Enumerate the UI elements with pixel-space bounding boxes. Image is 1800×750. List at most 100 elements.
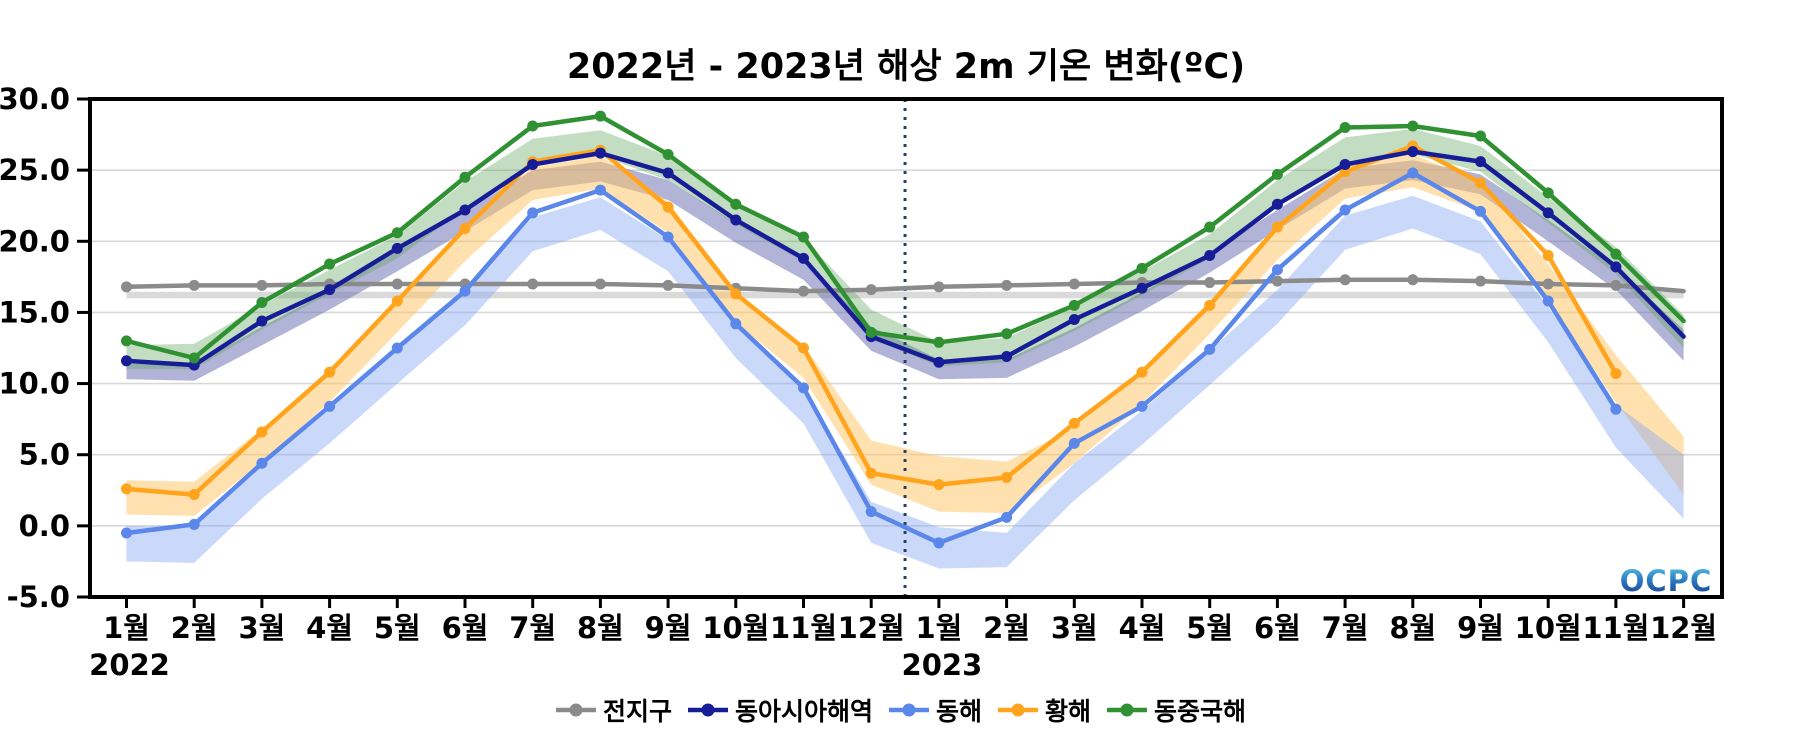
series-marker-east-china-sea	[730, 198, 742, 210]
series-marker-global	[1204, 277, 1216, 289]
year-label: 2023	[902, 648, 983, 682]
series-marker-east-sea	[527, 207, 539, 219]
series-marker-east-china-sea	[1610, 248, 1622, 260]
series-marker-global	[1610, 279, 1622, 291]
series-marker-global	[1542, 278, 1554, 290]
series-band-east-sea	[126, 195, 1684, 569]
legend-item-east-sea: 동해	[887, 692, 982, 728]
series-marker-east-china-sea	[865, 326, 877, 338]
legend-label-east-sea: 동해	[935, 697, 982, 726]
series-marker-global	[1407, 274, 1419, 286]
series-marker-east-asia	[1136, 282, 1148, 294]
y-axis-tick-label: 10.0	[0, 367, 70, 401]
series-marker-east-sea	[391, 342, 403, 354]
series-marker-global	[594, 278, 606, 290]
series-marker-east-china-sea	[798, 231, 809, 243]
series-marker-yellow-sea	[121, 483, 132, 495]
series-marker-east-sea	[1339, 204, 1351, 216]
series-marker-global	[256, 279, 268, 291]
x-axis-month-label: 11월	[770, 611, 837, 645]
series-marker-east-china-sea	[391, 227, 403, 239]
series-marker-east-sea	[865, 506, 877, 518]
series-marker-yellow-sea	[662, 201, 674, 213]
y-axis-tick-label: 5.0	[19, 438, 70, 472]
series-marker-east-sea	[256, 457, 268, 469]
series-marker-global	[1068, 278, 1080, 290]
legend-marker-dot	[902, 703, 916, 717]
series-marker-east-asia	[121, 355, 132, 367]
legend-marker-yellow-sea	[998, 703, 1038, 717]
x-axis-month-label: 11월	[1582, 611, 1649, 645]
series-marker-east-asia	[1407, 146, 1419, 158]
series-marker-east-china-sea	[1001, 328, 1013, 340]
series-marker-yellow-sea	[459, 222, 471, 234]
series-marker-east-asia	[1001, 351, 1013, 363]
series-marker-east-asia	[1610, 261, 1622, 273]
year-label: 2022	[89, 648, 170, 682]
series-marker-yellow-sea	[1001, 471, 1013, 483]
legend-marker-east-sea	[888, 703, 929, 717]
x-axis-month-label: 6월	[442, 611, 489, 645]
y-axis-tick-label: 25.0	[0, 153, 70, 187]
series-marker-east-sea	[1407, 167, 1419, 179]
series-marker-global	[391, 278, 403, 290]
x-axis-month-label: 10월	[1515, 611, 1582, 645]
series-marker-east-asia	[1475, 156, 1486, 168]
series-marker-east-sea	[1001, 511, 1013, 523]
x-axis-month-label: 4월	[1119, 611, 1166, 645]
x-axis-month-label: 4월	[306, 611, 353, 645]
series-marker-east-china-sea	[1475, 130, 1486, 142]
x-axis-month-label: 9월	[1457, 611, 1504, 645]
series-marker-global	[188, 279, 200, 291]
series-marker-east-china-sea	[594, 110, 606, 122]
legend-marker-global	[555, 703, 596, 717]
series-line-east-china-sea	[124, 113, 1686, 361]
series-marker-east-sea	[1542, 295, 1554, 307]
series-marker-east-sea	[798, 382, 809, 394]
series-marker-east-sea	[459, 285, 471, 297]
series-marker-east-sea	[662, 231, 674, 243]
x-axis-month-label: 7월	[1322, 611, 1369, 645]
legend-marker-east-asia	[687, 703, 728, 717]
series-marker-yellow-sea	[933, 479, 945, 491]
x-axis-month-label: 12월	[838, 611, 905, 645]
series-marker-yellow-sea	[1542, 250, 1554, 262]
series-marker-east-china-sea	[1068, 299, 1080, 311]
x-axis-month-label: 3월	[1051, 611, 1098, 645]
series-marker-east-asia	[459, 204, 471, 216]
series-marker-east-asia	[798, 252, 809, 264]
series-marker-east-asia	[1271, 198, 1283, 210]
series-marker-east-china-sea	[121, 335, 132, 347]
x-axis-month-label: 9월	[645, 611, 692, 645]
series-marker-east-asia	[933, 356, 945, 368]
series-marker-east-asia	[324, 284, 336, 296]
series-marker-yellow-sea	[1136, 366, 1148, 378]
series-marker-east-sea	[730, 318, 742, 330]
x-axis-month-label: 10월	[702, 611, 769, 645]
legend-marker-dot	[701, 703, 715, 717]
series-marker-global	[1001, 279, 1013, 291]
ocpc-logo: OCPC	[1620, 564, 1712, 598]
legend-marker-dot	[569, 703, 583, 717]
series-marker-east-asia	[527, 158, 539, 170]
series-marker-east-china-sea	[662, 148, 674, 160]
x-axis-month-label: 1월	[915, 611, 962, 645]
series-marker-east-sea	[1610, 403, 1622, 415]
series-marker-east-asia	[1204, 250, 1216, 262]
series-marker-yellow-sea	[730, 288, 742, 300]
series-marker-east-asia	[391, 242, 403, 254]
series-marker-yellow-sea	[256, 426, 268, 438]
y-axis-tick-label: 15.0	[0, 295, 70, 329]
series-marker-east-china-sea	[527, 120, 539, 132]
legend-marker-dot	[1120, 703, 1134, 717]
series-line-east-asia	[124, 149, 1686, 368]
series-marker-yellow-sea	[324, 366, 336, 378]
series-marker-east-asia	[1339, 158, 1351, 170]
series-marker-yellow-sea	[188, 489, 200, 501]
x-axis-month-label: 3월	[238, 611, 285, 645]
x-axis-month-label: 5월	[374, 611, 421, 645]
series-marker-east-china-sea	[1204, 221, 1216, 233]
legend: 전지구 동아시아해역 동해 황해 동중국해	[0, 692, 1800, 728]
plot-frame	[88, 97, 1724, 599]
